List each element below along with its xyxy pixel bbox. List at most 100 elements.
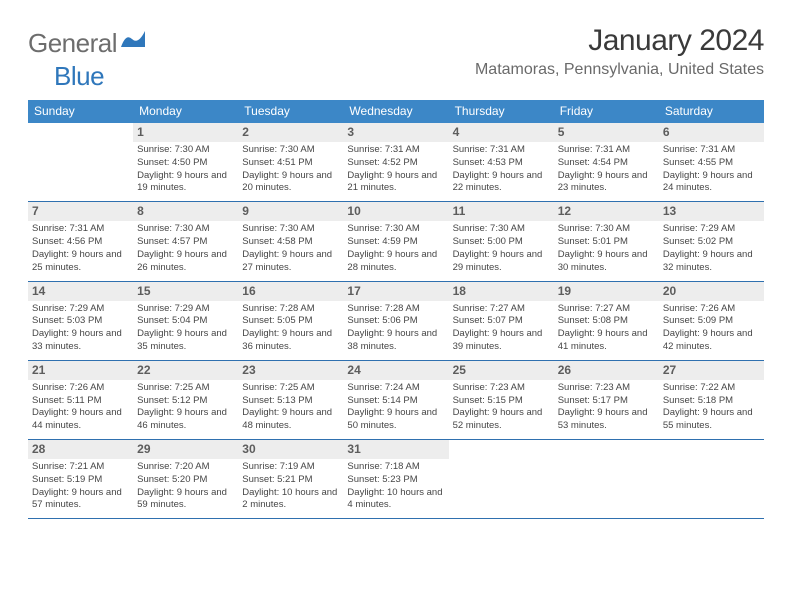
- day-details: Sunrise: 7:23 AMSunset: 5:15 PMDaylight:…: [453, 382, 550, 433]
- day-cell: 3 Sunrise: 7:31 AMSunset: 4:52 PMDaylight…: [343, 123, 448, 201]
- day-number: 12: [554, 202, 659, 221]
- month-title: January 2024: [475, 24, 764, 58]
- weekday-header: Monday: [133, 100, 238, 123]
- day-number: 9: [238, 202, 343, 221]
- day-details: Sunrise: 7:28 AMSunset: 5:05 PMDaylight:…: [242, 303, 339, 354]
- day-cell: 26 Sunrise: 7:23 AMSunset: 5:17 PMDayligh…: [554, 361, 659, 439]
- day-details: Sunrise: 7:23 AMSunset: 5:17 PMDaylight:…: [558, 382, 655, 433]
- day-number: 18: [449, 282, 554, 301]
- weekday-header-row: SundayMondayTuesdayWednesdayThursdayFrid…: [28, 100, 764, 123]
- wave-icon: [120, 29, 146, 56]
- weekday-header: Tuesday: [238, 100, 343, 123]
- day-details: Sunrise: 7:31 AMSunset: 4:56 PMDaylight:…: [32, 223, 129, 274]
- day-cell: 19Sunrise: 7:27 AMSunset: 5:08 PMDayligh…: [554, 282, 659, 360]
- day-cell: 21 Sunrise: 7:26 AMSunset: 5:11 PMDayligh…: [28, 361, 133, 439]
- day-number: 10: [343, 202, 448, 221]
- day-number: 28: [28, 440, 133, 459]
- day-number: 29: [133, 440, 238, 459]
- brand-name-1: General: [28, 28, 117, 59]
- day-details: Sunrise: 7:28 AMSunset: 5:06 PMDaylight:…: [347, 303, 444, 354]
- day-number: 1: [133, 123, 238, 142]
- day-cell: 15 Sunrise: 7:29 AMSunset: 5:04 PMDayligh…: [133, 282, 238, 360]
- day-cell: 12 Sunrise: 7:30 AMSunset: 5:01 PMDayligh…: [554, 202, 659, 280]
- day-cell: 23 Sunrise: 7:25 AMSunset: 5:13 PMDayligh…: [238, 361, 343, 439]
- day-number: 21: [28, 361, 133, 380]
- day-cell: 9 Sunrise: 7:30 AMSunset: 4:58 PMDaylight…: [238, 202, 343, 280]
- day-cell: 25 Sunrise: 7:23 AMSunset: 5:15 PMDayligh…: [449, 361, 554, 439]
- day-cell: 27Sunrise: 7:22 AMSunset: 5:18 PMDayligh…: [659, 361, 764, 439]
- day-details: Sunrise: 7:22 AMSunset: 5:18 PMDaylight:…: [663, 382, 760, 433]
- calendar-page: General January 2024 Matamoras, Pennsylv…: [0, 0, 792, 529]
- day-number: 22: [133, 361, 238, 380]
- weekday-header: Saturday: [659, 100, 764, 123]
- day-number: 14: [28, 282, 133, 301]
- day-number: 2: [238, 123, 343, 142]
- day-details: Sunrise: 7:30 AMSunset: 4:58 PMDaylight:…: [242, 223, 339, 274]
- weeks-container: .1Sunrise: 7:30 AMSunset: 4:50 PMDayligh…: [28, 123, 764, 519]
- day-details: Sunrise: 7:19 AMSunset: 5:21 PMDaylight:…: [242, 461, 339, 512]
- day-details: Sunrise: 7:25 AMSunset: 5:13 PMDaylight:…: [242, 382, 339, 433]
- day-cell: 13Sunrise: 7:29 AMSunset: 5:02 PMDayligh…: [659, 202, 764, 280]
- day-number: 13: [659, 202, 764, 221]
- day-number: 17: [343, 282, 448, 301]
- day-details: Sunrise: 7:31 AMSunset: 4:54 PMDaylight:…: [558, 144, 655, 195]
- day-number: 19: [554, 282, 659, 301]
- empty-day-cell: .: [554, 440, 659, 518]
- day-number: 20: [659, 282, 764, 301]
- day-details: Sunrise: 7:26 AMSunset: 5:11 PMDaylight:…: [32, 382, 129, 433]
- day-cell: 24 Sunrise: 7:24 AMSunset: 5:14 PMDayligh…: [343, 361, 448, 439]
- day-cell: 17 Sunrise: 7:28 AMSunset: 5:06 PMDayligh…: [343, 282, 448, 360]
- day-details: Sunrise: 7:30 AMSunset: 4:59 PMDaylight:…: [347, 223, 444, 274]
- day-cell: 4 Sunrise: 7:31 AMSunset: 4:53 PMDaylight…: [449, 123, 554, 201]
- empty-day-cell: .: [449, 440, 554, 518]
- day-number: 5: [554, 123, 659, 142]
- day-number: 8: [133, 202, 238, 221]
- week-row: 28 Sunrise: 7:21 AMSunset: 5:19 PMDayligh…: [28, 440, 764, 519]
- brand-name-2: Blue: [54, 61, 104, 91]
- day-cell: 6Sunrise: 7:31 AMSunset: 4:55 PMDaylight…: [659, 123, 764, 201]
- week-row: 14 Sunrise: 7:29 AMSunset: 5:03 PMDayligh…: [28, 282, 764, 361]
- day-cell: 30 Sunrise: 7:19 AMSunset: 5:21 PMDayligh…: [238, 440, 343, 518]
- day-number: 30: [238, 440, 343, 459]
- day-details: Sunrise: 7:30 AMSunset: 4:57 PMDaylight:…: [137, 223, 234, 274]
- day-details: Sunrise: 7:31 AMSunset: 4:53 PMDaylight:…: [453, 144, 550, 195]
- day-cell: 28 Sunrise: 7:21 AMSunset: 5:19 PMDayligh…: [28, 440, 133, 518]
- day-number: 25: [449, 361, 554, 380]
- day-cell: 16 Sunrise: 7:28 AMSunset: 5:05 PMDayligh…: [238, 282, 343, 360]
- day-cell: 2 Sunrise: 7:30 AMSunset: 4:51 PMDaylight…: [238, 123, 343, 201]
- day-number: 26: [554, 361, 659, 380]
- day-number: 24: [343, 361, 448, 380]
- weekday-header: Wednesday: [343, 100, 448, 123]
- day-details: Sunrise: 7:30 AMSunset: 5:01 PMDaylight:…: [558, 223, 655, 274]
- week-row: .1Sunrise: 7:30 AMSunset: 4:50 PMDayligh…: [28, 123, 764, 202]
- weekday-header: Friday: [554, 100, 659, 123]
- day-details: Sunrise: 7:25 AMSunset: 5:12 PMDaylight:…: [137, 382, 234, 433]
- day-details: Sunrise: 7:18 AMSunset: 5:23 PMDaylight:…: [347, 461, 444, 512]
- day-number: 3: [343, 123, 448, 142]
- day-details: Sunrise: 7:24 AMSunset: 5:14 PMDaylight:…: [347, 382, 444, 433]
- day-details: Sunrise: 7:29 AMSunset: 5:04 PMDaylight:…: [137, 303, 234, 354]
- day-cell: 14 Sunrise: 7:29 AMSunset: 5:03 PMDayligh…: [28, 282, 133, 360]
- weekday-header: Sunday: [28, 100, 133, 123]
- day-number: 4: [449, 123, 554, 142]
- day-cell: 29 Sunrise: 7:20 AMSunset: 5:20 PMDayligh…: [133, 440, 238, 518]
- day-details: Sunrise: 7:29 AMSunset: 5:03 PMDaylight:…: [32, 303, 129, 354]
- day-cell: 7Sunrise: 7:31 AMSunset: 4:56 PMDaylight…: [28, 202, 133, 280]
- day-number: 31: [343, 440, 448, 459]
- day-details: Sunrise: 7:31 AMSunset: 4:52 PMDaylight:…: [347, 144, 444, 195]
- day-details: Sunrise: 7:20 AMSunset: 5:20 PMDaylight:…: [137, 461, 234, 512]
- calendar-table: SundayMondayTuesdayWednesdayThursdayFrid…: [28, 100, 764, 519]
- day-number: 23: [238, 361, 343, 380]
- brand-logo: General: [28, 28, 148, 59]
- week-row: 7Sunrise: 7:31 AMSunset: 4:56 PMDaylight…: [28, 202, 764, 281]
- day-cell: 5 Sunrise: 7:31 AMSunset: 4:54 PMDaylight…: [554, 123, 659, 201]
- day-number: 16: [238, 282, 343, 301]
- day-cell: 31 Sunrise: 7:18 AMSunset: 5:23 PMDayligh…: [343, 440, 448, 518]
- week-row: 21 Sunrise: 7:26 AMSunset: 5:11 PMDayligh…: [28, 361, 764, 440]
- day-details: Sunrise: 7:30 AMSunset: 4:51 PMDaylight:…: [242, 144, 339, 195]
- day-details: Sunrise: 7:21 AMSunset: 5:19 PMDaylight:…: [32, 461, 129, 512]
- day-cell: 20Sunrise: 7:26 AMSunset: 5:09 PMDayligh…: [659, 282, 764, 360]
- day-number: 15: [133, 282, 238, 301]
- weekday-header: Thursday: [449, 100, 554, 123]
- day-details: Sunrise: 7:27 AMSunset: 5:07 PMDaylight:…: [453, 303, 550, 354]
